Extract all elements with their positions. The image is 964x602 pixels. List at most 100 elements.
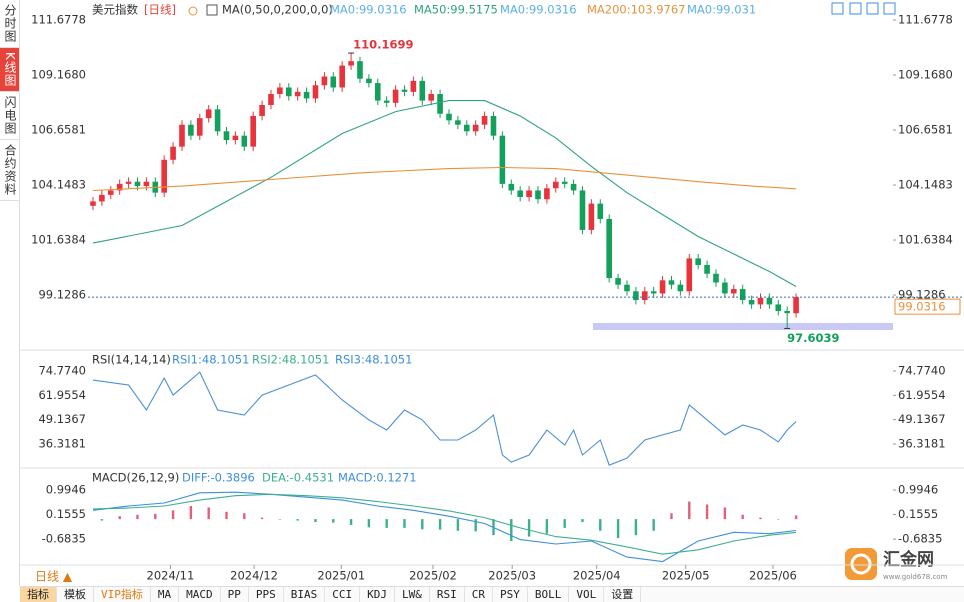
macd-bar — [545, 519, 549, 534]
toolbar-item[interactable]: PP — [221, 587, 249, 602]
macd-bar — [688, 501, 691, 520]
toolbar-item[interactable]: MACD — [179, 587, 221, 602]
candle-body — [330, 76, 337, 88]
candle-body — [232, 135, 239, 141]
macd-bar — [438, 519, 442, 530]
macd-bar — [652, 519, 655, 531]
price-box-label: 99.0316 — [898, 300, 946, 314]
candle-body — [107, 190, 114, 195]
indicator-value: MA0:99.0316 — [500, 3, 577, 17]
candle-body — [526, 190, 532, 198]
candle-body — [383, 100, 390, 103]
indicator-line — [92, 166, 797, 192]
y-tick-label: 111.6778 — [898, 13, 953, 27]
candle-body — [285, 87, 292, 97]
candle-body — [686, 258, 693, 292]
candle-body — [188, 124, 194, 136]
toolbar-item[interactable]: VOL — [569, 587, 605, 602]
period-button[interactable]: 日线 ▲ — [35, 570, 73, 584]
candle-body — [437, 94, 443, 114]
indicator-value: RSI2:48.1051 — [252, 353, 329, 367]
toolbar-item[interactable]: 设置 — [604, 587, 642, 602]
side-tabs: 分时图 K线图 闪电图 合约资料 — [0, 0, 20, 586]
y-tick-label: 61.9554 — [898, 388, 946, 402]
toolbar-item[interactable]: BIAS — [284, 587, 326, 602]
macd-bar — [403, 519, 406, 528]
toolbar-item[interactable]: 指标 — [20, 587, 57, 602]
candle-body — [170, 146, 176, 160]
x-tick-label: 2024/12 — [230, 569, 278, 583]
y-tick-label: 74.7740 — [38, 363, 86, 377]
candle-body — [179, 124, 185, 147]
candle-body — [650, 291, 657, 294]
macd-bar — [118, 516, 121, 520]
candle-body — [695, 258, 701, 265]
candle-body — [143, 181, 150, 187]
candle-body — [472, 124, 479, 132]
y-tick-label: 101.6384 — [898, 233, 953, 247]
y-tick-label: 99.1286 — [898, 288, 946, 302]
icon-button[interactable] — [866, 2, 879, 15]
macd-bar — [243, 513, 246, 520]
candle-body — [508, 183, 515, 191]
macd-bar — [794, 515, 798, 520]
candle-body — [659, 280, 666, 294]
candle-body — [499, 135, 506, 184]
y-tick-label: 74.7740 — [898, 363, 946, 377]
candle-body — [392, 89, 399, 103]
candle-body — [134, 181, 141, 187]
candle-body — [633, 291, 639, 301]
candle-body — [748, 300, 755, 305]
toolbar-item[interactable]: CCI — [325, 587, 361, 602]
y-tick-label: 106.6581 — [31, 123, 86, 137]
y-tick-label: 36.3181 — [898, 436, 946, 450]
side-tab[interactable]: K线图 — [0, 48, 19, 92]
toolbar-item[interactable]: CR — [465, 587, 493, 602]
macd-bar — [189, 505, 193, 520]
settings-icon[interactable] — [188, 6, 198, 16]
checkbox[interactable] — [206, 4, 218, 16]
toolbar-item[interactable]: KDJ — [360, 587, 395, 602]
candle-body — [570, 183, 577, 191]
x-tick-label: 2025/05 — [662, 569, 710, 583]
y-tick-label: 61.9554 — [38, 388, 86, 402]
side-tab[interactable]: 闪电图 — [0, 92, 19, 140]
macd-bar — [314, 519, 317, 523]
toolbar-item[interactable]: VIP指标 — [94, 587, 151, 602]
logo-name: 汇金网 — [883, 549, 934, 570]
indicator-value: MA0:99.031 — [687, 3, 756, 17]
candle-body — [775, 304, 782, 311]
candle-body — [713, 273, 719, 283]
candle-body — [730, 289, 737, 294]
candle-body — [196, 118, 203, 136]
toolbar-item[interactable]: MA — [151, 587, 180, 602]
icon-button[interactable] — [883, 2, 896, 15]
logo-icon — [850, 553, 872, 575]
macd-bar — [296, 519, 299, 521]
candle-body — [757, 297, 764, 305]
toolbar-item[interactable]: PSY — [493, 587, 528, 602]
candle-body — [597, 203, 604, 219]
toolbar-item[interactable]: RSI — [430, 587, 465, 602]
y-tick-label: 109.1680 — [31, 68, 86, 82]
toolbar-item[interactable]: LW& — [395, 587, 430, 602]
candle-body — [214, 109, 221, 132]
candle-body — [704, 264, 710, 274]
macd-bar — [367, 519, 371, 528]
macd-bar — [563, 519, 566, 528]
toolbar-item[interactable]: PPS — [249, 587, 284, 602]
indicator-line — [92, 493, 797, 555]
y-tick-label: 0.9946 — [46, 483, 86, 497]
side-tab[interactable]: 分时图 — [0, 0, 19, 48]
logo-url: www.gold678.com — [883, 573, 948, 581]
icon-button[interactable] — [831, 2, 844, 15]
candle-body — [401, 89, 408, 92]
macd-bar — [100, 519, 104, 521]
macd-bar — [136, 514, 139, 520]
toolbar-item[interactable]: BOLL — [528, 587, 570, 602]
side-tab[interactable]: 合约资料 — [0, 140, 19, 201]
candle-body — [446, 113, 452, 121]
toolbar-item[interactable]: 模板 — [57, 587, 94, 602]
y-tick-label: -0.6835 — [42, 532, 86, 546]
icon-button[interactable] — [849, 2, 862, 15]
